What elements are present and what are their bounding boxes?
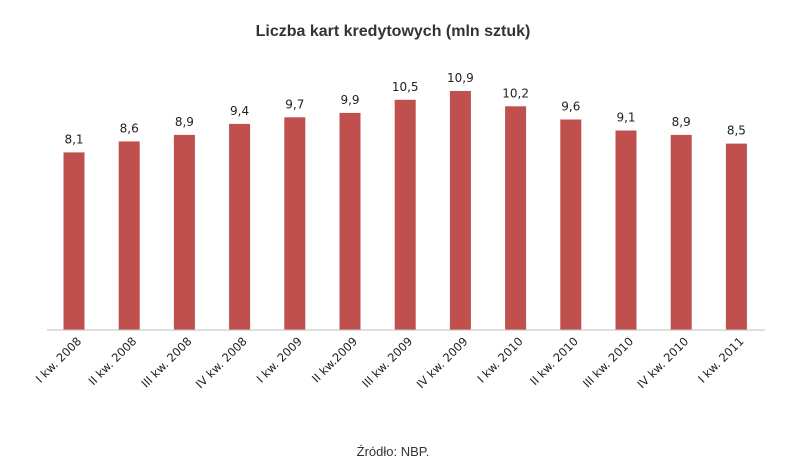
x-tick-label-10: II kw. 2010: [527, 334, 581, 388]
value-label-6: 9,9: [340, 93, 359, 107]
bar-9: [505, 106, 527, 330]
value-labels-group: 8,1 8,6 8,9 9,4 9,7 9,9 10,5 10,9 10,2 9,6 9,1 8,9 8…: [64, 71, 745, 146]
value-label-9: 10,2: [502, 86, 529, 100]
x-tick-label-1: I kw. 2008: [33, 334, 84, 385]
x-tick-label-11: III kw. 2010: [580, 334, 636, 390]
x-tick-label-9: I kw. 2010: [474, 334, 525, 385]
bar-8: [449, 91, 471, 330]
x-tick-label-6: II kw.2009: [309, 334, 360, 385]
x-tick-label-5: I kw. 2009: [254, 334, 305, 385]
x-tick-label-8: IV kw. 2009: [414, 334, 471, 391]
value-label-5: 9,7: [285, 97, 304, 111]
value-label-12: 8,9: [672, 115, 691, 129]
bar-4: [229, 123, 251, 331]
x-tick-label-4: IV kw. 2008: [193, 334, 250, 391]
bars-group: [63, 91, 747, 331]
x-tick-label-12: IV kw. 2010: [634, 334, 691, 391]
value-label-11: 9,1: [616, 111, 635, 125]
value-label-2: 8,6: [120, 121, 139, 135]
bar-6: [339, 112, 361, 331]
bar-7: [394, 99, 416, 330]
x-tick-label-13: I kw. 2011: [695, 334, 746, 385]
x-tick-label-3: III kw. 2008: [138, 334, 194, 390]
x-tick-label-2: II kw. 2008: [86, 334, 140, 388]
source-note: Źródło: NBP.: [357, 444, 430, 459]
value-label-13: 8,5: [727, 124, 746, 138]
value-label-10: 9,6: [561, 100, 580, 114]
chart-title: Liczba kart kredytowych (mln sztuk): [256, 23, 531, 40]
bar-12: [670, 134, 692, 330]
x-tick-label-7: III kw. 2009: [359, 334, 415, 390]
value-label-4: 9,4: [230, 104, 249, 118]
bar-2: [118, 141, 140, 330]
value-label-7: 10,5: [392, 80, 419, 94]
bar-1: [63, 152, 85, 330]
bar-11: [615, 130, 637, 330]
bar-3: [173, 134, 195, 330]
value-label-3: 8,9: [175, 115, 194, 129]
bar-10: [560, 119, 582, 330]
bar-5: [284, 117, 306, 330]
bar-13: [725, 143, 747, 330]
value-label-1: 8,1: [64, 132, 83, 146]
value-label-8: 10,9: [447, 71, 474, 85]
